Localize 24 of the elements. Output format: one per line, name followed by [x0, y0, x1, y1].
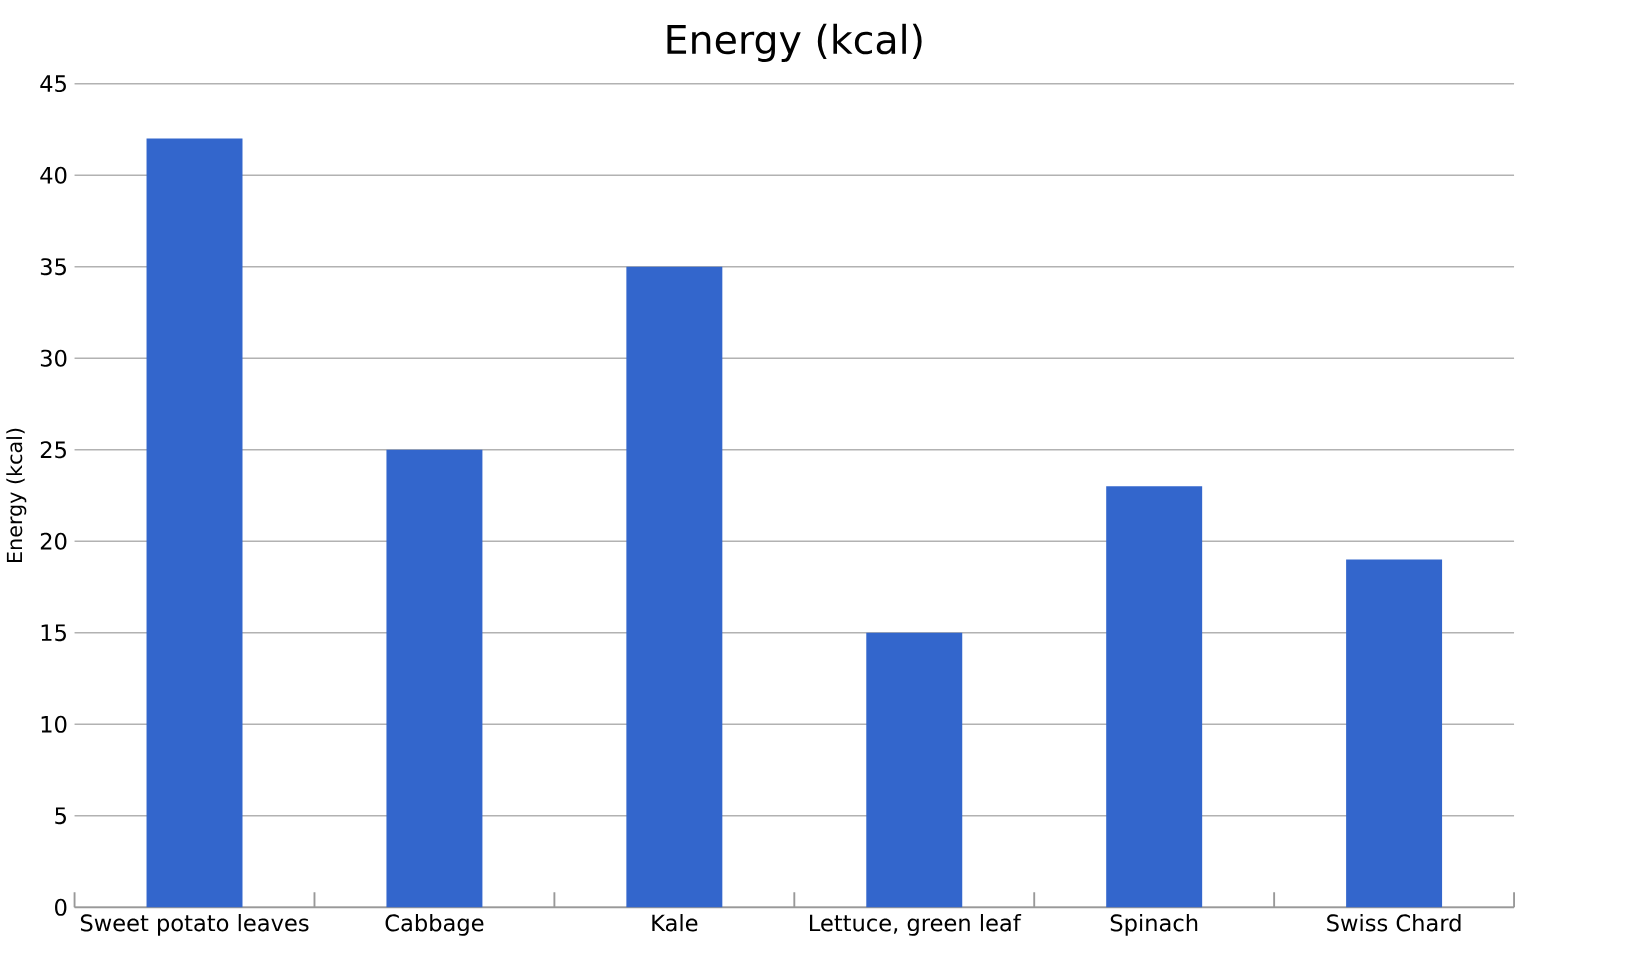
bar [146, 138, 243, 908]
y-tick-label: 45 [40, 75, 66, 92]
bar [386, 449, 483, 908]
y-tick-label: 40 [40, 166, 67, 184]
bar [866, 632, 963, 908]
y-tick-label: 30 [40, 349, 67, 367]
x-tick-label: Lettuce, green leaf [810, 913, 1022, 936]
y-tick-label: 10 [41, 715, 67, 733]
x-tick-label: Kale [652, 913, 698, 932]
y-tick-label: 35 [40, 257, 66, 276]
y-tick-label: 20 [40, 532, 67, 550]
y-tick-label: 15 [41, 624, 66, 641]
chart-title: Energy (kcal) [667, 23, 922, 62]
x-tick-label: Swiss Chard [1327, 913, 1461, 932]
y-tick-label: 0 [55, 898, 67, 916]
y-tick-label: 25 [40, 441, 66, 459]
y-axis-title: Energy (kcal) [6, 428, 27, 562]
bar [1346, 559, 1443, 908]
bar [626, 266, 723, 908]
y-tick-label: 5 [55, 807, 66, 825]
bar [1106, 486, 1203, 908]
x-tick-label: Sweet potato leaves [80, 913, 309, 936]
x-tick-label: Cabbage [385, 913, 484, 936]
x-tick-label: Spinach [1110, 913, 1198, 936]
